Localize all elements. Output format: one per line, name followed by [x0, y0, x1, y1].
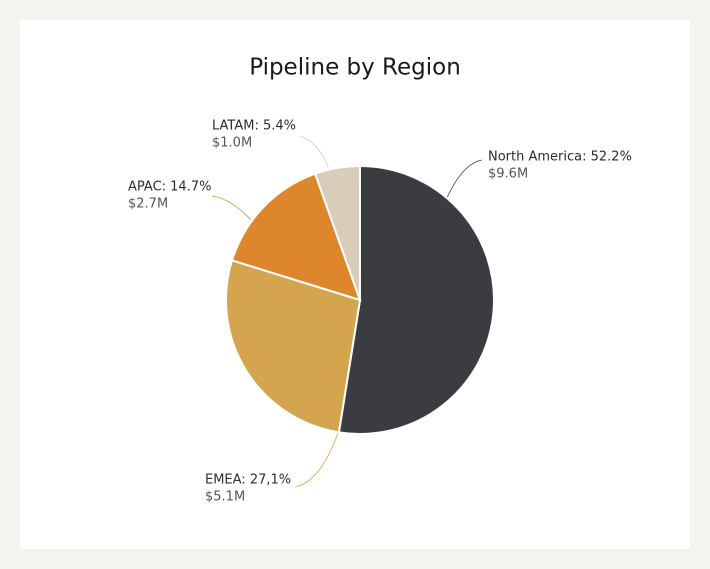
pie-slice [230, 172, 362, 302]
slice-label: APAC: 14.7% [128, 180, 211, 195]
slice-amount: $2.7M [128, 197, 168, 212]
slice-amount: $5.1M [205, 490, 245, 505]
pie-slice [313, 164, 361, 301]
pie-slice [225, 259, 362, 434]
slice-amount: $1.0M [212, 136, 252, 151]
slice-amount: $9.6M [488, 167, 528, 182]
chart-title: Pipeline by Region [249, 55, 461, 81]
slice-label: LATAM: 5.4% [212, 119, 296, 134]
slice-label: EMEA: 27,1% [205, 473, 291, 488]
pie-slice [337, 164, 495, 435]
slice-label: North America: 52.2% [488, 150, 632, 165]
